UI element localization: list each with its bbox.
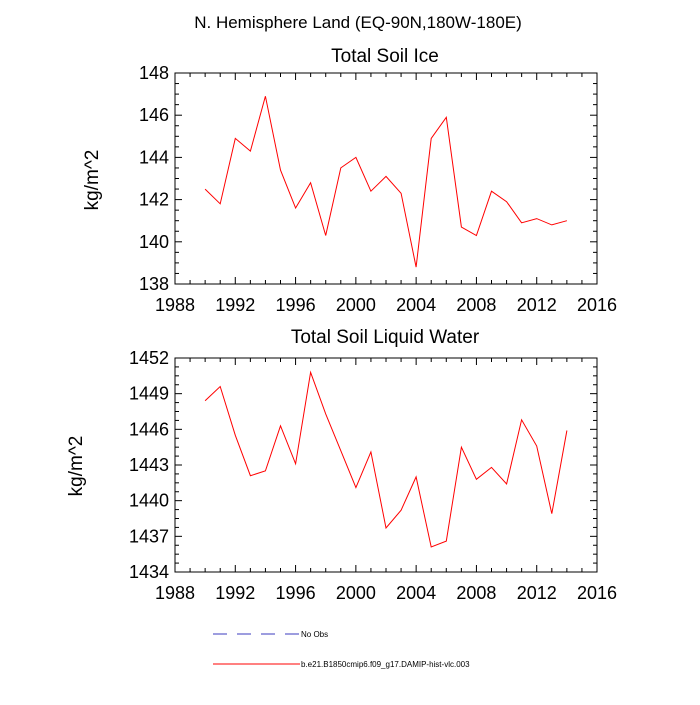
soil-ice-ytick-label: 140 — [139, 232, 169, 252]
soil-liquid-water-xtick-label: 1992 — [215, 583, 255, 603]
soil-liquid-water-xtick-label: 2004 — [396, 583, 436, 603]
soil-ice-xtick-label: 1992 — [215, 295, 255, 315]
soil-ice-xtick-label: 1988 — [155, 295, 195, 315]
soil-ice-ylabel: kg/m^2 — [82, 150, 103, 211]
soil-liquid-water-xtick-label: 1988 — [155, 583, 195, 603]
soil-ice-series-line — [204, 96, 568, 268]
legend-model-label: b.e21.B1850cmip6.f09_g17.DAMIP-hist-vlc.… — [301, 660, 470, 669]
soil-ice-ytick-label: 144 — [139, 147, 169, 167]
soil-liquid-water-series-line — [204, 370, 568, 548]
legend: No Obs b.e21.B1850cmip6.f09_g17.DAMIP-hi… — [213, 630, 470, 669]
legend-no-obs-label: No Obs — [301, 630, 328, 639]
soil-ice-ytick-label: 148 — [139, 63, 169, 83]
soil-ice-plot-frame — [174, 72, 598, 285]
soil-liquid-water-xtick-label: 2016 — [577, 583, 617, 603]
soil-liquid-water-panel: Total Soil Liquid Water kg/m^2 1988 1992 1… — [66, 327, 617, 603]
soil-ice-ytick-label: 138 — [139, 274, 169, 294]
soil-ice-xtick-label: 2008 — [456, 295, 496, 315]
soil-liquid-water-ytick-label: 1452 — [129, 348, 169, 368]
soil-liquid-water-ylabel: kg/m^2 — [66, 436, 87, 497]
soil-liquid-water-plot-frame — [174, 357, 598, 573]
soil-ice-ytick-label: 146 — [139, 105, 169, 125]
soil-ice-xtick-label: 1996 — [276, 295, 316, 315]
soil-liquid-water-ytick-label: 1449 — [129, 384, 169, 404]
soil-liquid-water-ytick-label: 1434 — [129, 562, 169, 582]
soil-ice-xtick-label: 2016 — [577, 295, 617, 315]
page-title: N. Hemisphere Land (EQ-90N,180W-180E) — [194, 13, 522, 32]
soil-liquid-water-xtick-label: 1996 — [276, 583, 316, 603]
soil-liquid-water-xtick-label: 2012 — [517, 583, 557, 603]
soil-ice-xtick-label: 2000 — [336, 295, 376, 315]
soil-liquid-water-ytick-label: 1437 — [129, 526, 169, 546]
soil-liquid-water-xtick-label: 2008 — [456, 583, 496, 603]
soil-ice-panel: Total Soil Ice kg/m^2 1988 1992 1996 2000 20… — [82, 46, 617, 315]
soil-liquid-water-ytick-label: 1443 — [129, 455, 169, 475]
soil-ice-title: Total Soil Ice — [331, 46, 439, 67]
soil-liquid-water-title: Total Soil Liquid Water — [291, 327, 480, 348]
soil-liquid-water-xtick-label: 2000 — [336, 583, 376, 603]
soil-liquid-water-ytick-label: 1440 — [129, 491, 169, 511]
soil-ice-ytick-label: 142 — [139, 190, 169, 210]
soil-ice-xtick-label: 2012 — [517, 295, 557, 315]
soil-liquid-water-ytick-label: 1446 — [129, 419, 169, 439]
soil-ice-xtick-label: 2004 — [396, 295, 436, 315]
